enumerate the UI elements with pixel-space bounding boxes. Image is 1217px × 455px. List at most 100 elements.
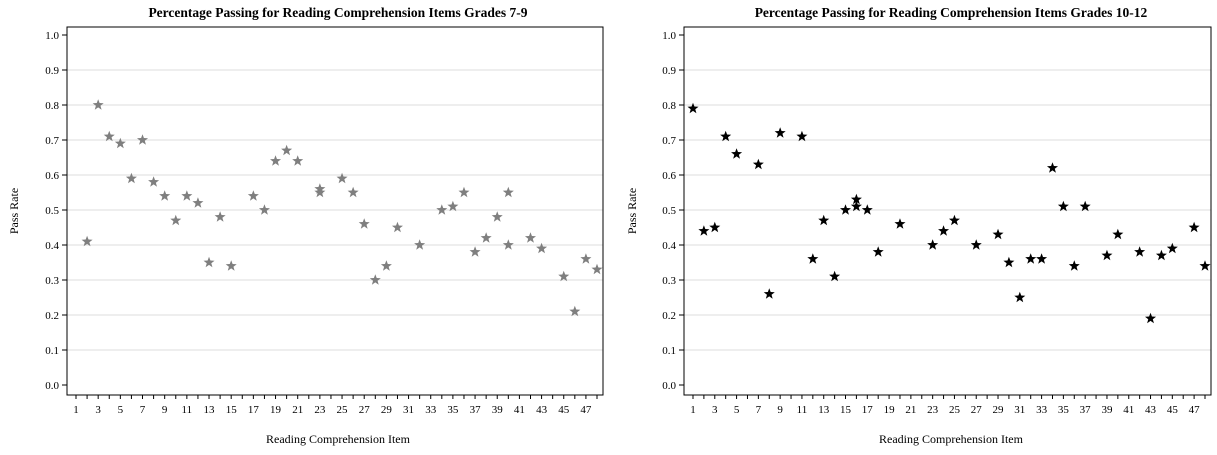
y-tick-label: 0.8 <box>45 100 59 112</box>
y-tick-label: 0.2 <box>662 310 676 322</box>
data-point-star <box>447 200 459 212</box>
x-tick-label: 37 <box>470 404 482 416</box>
y-axis-label: Pass Rate <box>625 188 639 234</box>
y-tick-label: 0.4 <box>662 240 676 252</box>
x-tick-label: 33 <box>425 404 437 416</box>
x-tick-label: 21 <box>905 404 916 416</box>
data-point-star <box>1057 200 1069 212</box>
data-point-star <box>1079 200 1091 212</box>
x-tick-label: 27 <box>359 404 371 416</box>
y-tick-label: 0.7 <box>662 135 676 147</box>
x-tick-label: 35 <box>1058 404 1070 416</box>
y-tick-label: 0.1 <box>45 345 59 357</box>
x-tick-label: 9 <box>162 404 168 416</box>
plot-frame <box>683 26 1212 396</box>
chart-title: Percentage Passing for Reading Comprehen… <box>148 5 527 20</box>
y-tick-label: 0.8 <box>662 100 676 112</box>
y-tick-label: 0.6 <box>45 170 59 182</box>
data-point-star <box>114 137 126 149</box>
data-point-star <box>81 235 93 247</box>
x-tick-label: 41 <box>1123 404 1134 416</box>
data-point-star <box>1145 312 1157 324</box>
y-tick-label: 0.2 <box>45 310 59 322</box>
data-point-star <box>336 172 348 184</box>
x-tick-label: 15 <box>226 404 238 416</box>
x-axis-label: Reading Comprehension Item <box>266 432 411 446</box>
y-tick-label: 1.0 <box>662 30 676 42</box>
data-point-star <box>938 225 950 236</box>
data-point-star <box>850 193 862 205</box>
data-point-star <box>1155 249 1167 261</box>
plot-frame <box>66 26 604 396</box>
data-point-star <box>861 204 873 215</box>
y-tick-label: 0.5 <box>45 205 59 217</box>
x-tick-label: 39 <box>492 404 504 416</box>
data-point-star <box>872 246 884 257</box>
data-point-star <box>569 305 581 317</box>
data-point-star <box>839 204 852 215</box>
x-tick-label: 47 <box>580 404 592 416</box>
data-point-star <box>1166 242 1178 254</box>
data-point-star <box>720 130 732 142</box>
y-tick-label: 0.4 <box>45 240 59 252</box>
x-tick-label: 7 <box>756 404 762 416</box>
data-point-star <box>763 288 775 299</box>
data-point-star <box>469 246 481 257</box>
data-point-star <box>480 232 492 243</box>
y-axis-label: Pass Rate <box>7 188 21 234</box>
x-tick-label: 13 <box>204 404 216 416</box>
x-tick-label: 23 <box>927 404 939 416</box>
data-point-star <box>92 99 104 110</box>
x-tick-label: 23 <box>314 404 326 416</box>
x-tick-label: 3 <box>95 404 101 416</box>
data-point-star <box>818 214 830 226</box>
data-point-star <box>927 239 939 250</box>
chart-title: Percentage Passing for Reading Comprehen… <box>755 5 1148 20</box>
y-tick-label: 0.6 <box>662 170 676 182</box>
x-axis-label: Reading Comprehension Item <box>879 432 1024 446</box>
x-tick-label: 33 <box>1036 404 1048 416</box>
data-point-star <box>314 186 326 198</box>
data-point-star <box>1199 260 1211 271</box>
data-point-star <box>1003 256 1015 268</box>
data-point-star <box>181 190 193 201</box>
data-point-star <box>807 253 819 264</box>
data-point-star <box>192 197 204 208</box>
y-tick-label: 0.7 <box>45 135 59 147</box>
x-tick-label: 9 <box>777 404 783 416</box>
y-tick-label: 1.0 <box>45 30 59 42</box>
y-tick-label: 0.3 <box>662 275 676 287</box>
y-tick-label: 0.1 <box>662 345 676 357</box>
data-point-star <box>948 214 960 226</box>
x-tick-label: 43 <box>536 404 548 416</box>
data-point-star <box>829 270 841 282</box>
x-tick-label: 11 <box>797 404 808 416</box>
data-point-star <box>1112 228 1124 240</box>
data-point-star <box>347 186 359 198</box>
x-tick-label: 29 <box>381 404 393 416</box>
data-point-star <box>709 221 721 233</box>
x-tick-label: 39 <box>1101 404 1113 416</box>
data-point-star <box>591 263 603 275</box>
data-point-star <box>1134 246 1146 257</box>
data-point-star <box>580 253 592 264</box>
x-tick-label: 31 <box>1014 404 1025 416</box>
data-point-star <box>358 218 370 229</box>
x-tick-label: 17 <box>862 404 874 416</box>
data-point-star <box>369 274 381 285</box>
y-tick-label: 0.9 <box>662 65 676 77</box>
data-point-star <box>502 186 514 198</box>
data-point-star <box>148 176 160 187</box>
x-tick-label: 11 <box>182 404 193 416</box>
x-tick-label: 47 <box>1189 404 1201 416</box>
data-point-star <box>247 190 259 201</box>
x-tick-label: 3 <box>712 404 718 416</box>
data-point-star <box>491 211 503 222</box>
data-point-star <box>774 127 786 138</box>
x-tick-label: 1 <box>690 404 696 416</box>
x-tick-label: 5 <box>734 404 740 416</box>
data-point-star <box>225 260 237 271</box>
data-point-star <box>258 204 270 215</box>
data-point-star <box>292 155 304 166</box>
x-tick-label: 25 <box>949 404 961 416</box>
